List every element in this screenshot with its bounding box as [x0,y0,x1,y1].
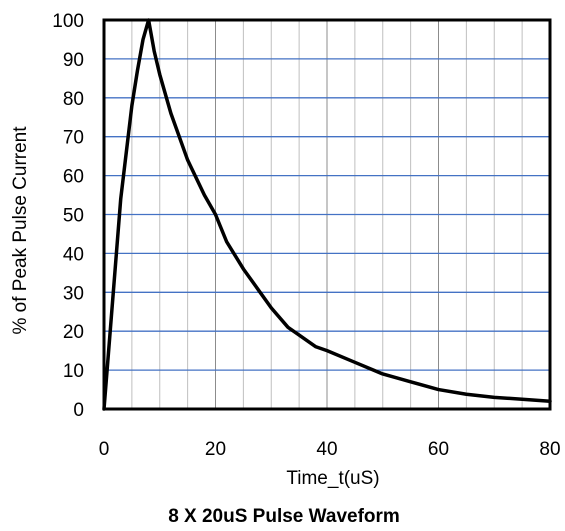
y-tick-label: 80 [63,89,84,110]
chart-title: 8 X 20uS Pulse Waveform [168,506,400,527]
y-tick-label: 20 [63,322,84,343]
y-tick-label: 70 [63,128,84,149]
y-axis-label: % of Peak Pulse Current [10,126,31,335]
x-tick-labels: 0 20 40 60 80 [99,439,561,460]
y-tick-label: 40 [63,244,84,265]
x-tick-label: 80 [539,439,560,460]
y-tick-label: 50 [63,206,84,227]
y-tick-labels: 0 10 20 30 40 50 60 70 80 90 100 [52,11,84,421]
curve-layer [102,18,552,411]
y-tick-label: 10 [63,361,84,382]
y-tick-label: 60 [63,167,84,188]
y-tick-label: 90 [63,50,84,71]
x-tick-label: 60 [428,439,449,460]
x-tick-label: 40 [316,439,337,460]
series-line [102,18,552,411]
y-tick-label: 0 [73,400,84,421]
y-tick-label: 100 [52,11,84,32]
x-tick-label: 0 [99,439,110,460]
y-tick-label: 30 [63,283,84,304]
x-axis-label: Time_t(uS) [286,468,379,489]
x-tick-label: 20 [205,439,226,460]
plot-frame [102,18,552,411]
